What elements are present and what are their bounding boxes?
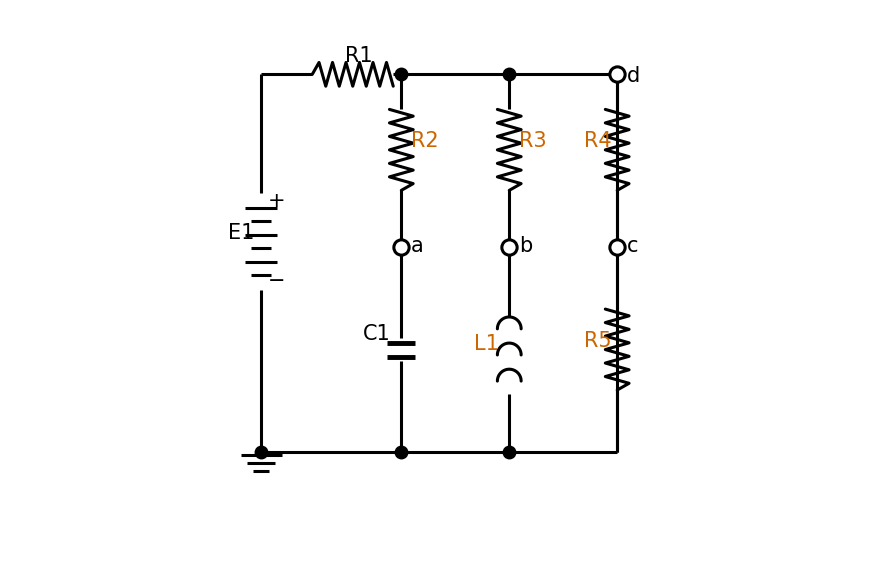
- Text: L1: L1: [474, 334, 499, 354]
- Text: c: c: [627, 236, 638, 256]
- Text: d: d: [627, 67, 640, 86]
- Text: a: a: [411, 236, 424, 256]
- Text: b: b: [519, 236, 533, 256]
- Text: R4: R4: [584, 131, 612, 151]
- Text: C1: C1: [363, 324, 390, 344]
- Text: R3: R3: [519, 131, 547, 151]
- Text: R1: R1: [345, 47, 372, 67]
- Text: R2: R2: [411, 131, 438, 151]
- Text: −: −: [268, 271, 285, 292]
- Text: +: +: [268, 190, 285, 210]
- Text: R5: R5: [584, 331, 612, 351]
- Text: E1: E1: [228, 223, 254, 243]
